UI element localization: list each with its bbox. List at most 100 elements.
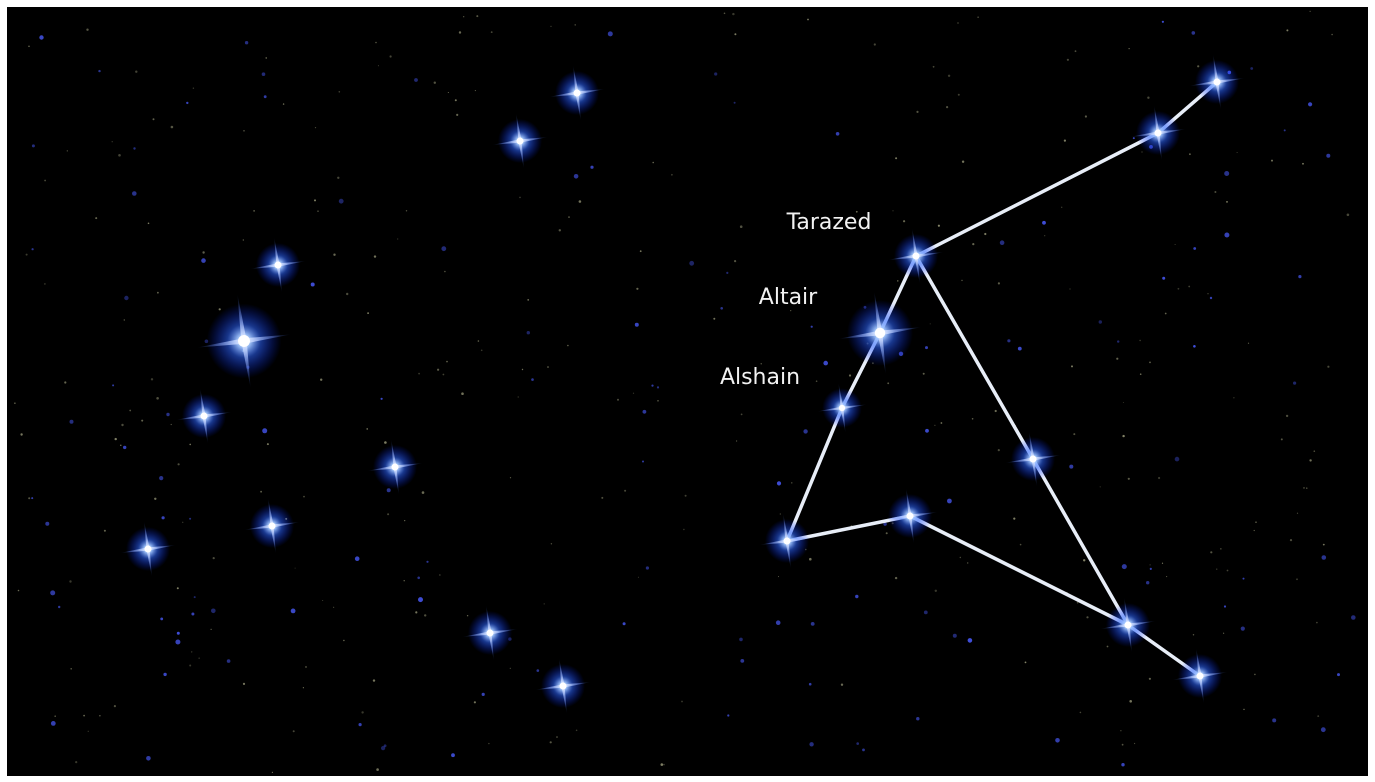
background-star	[855, 595, 858, 598]
background-star	[887, 382, 889, 384]
background-star	[1085, 115, 1087, 117]
background-star	[1255, 522, 1256, 523]
background-star	[1286, 415, 1288, 417]
background-star	[1139, 340, 1140, 341]
background-star	[1310, 11, 1311, 12]
background-star	[1284, 129, 1286, 131]
background-star	[1122, 435, 1124, 437]
background-star	[211, 629, 212, 630]
background-star	[1224, 171, 1229, 176]
background-star	[95, 217, 97, 219]
background-star	[159, 476, 163, 480]
background-star	[1233, 397, 1234, 398]
background-star	[1271, 160, 1273, 162]
background-star	[1243, 709, 1244, 710]
background-star	[245, 41, 248, 44]
background-star	[1069, 465, 1073, 469]
background-star	[475, 90, 476, 91]
background-star	[948, 75, 950, 77]
background-star	[683, 529, 684, 530]
background-star	[191, 613, 194, 616]
background-star	[567, 345, 569, 347]
background-star	[924, 611, 928, 615]
background-star	[461, 392, 464, 395]
background-star	[182, 522, 183, 523]
background-star	[652, 162, 654, 164]
background-star	[28, 46, 30, 48]
background-star	[1296, 578, 1298, 580]
background-star	[120, 445, 121, 446]
background-star	[315, 127, 316, 128]
background-star	[823, 361, 828, 366]
background-star	[995, 410, 997, 412]
background-star	[491, 31, 493, 33]
background-star	[366, 428, 368, 430]
background-star	[1122, 744, 1124, 746]
background-star	[903, 220, 905, 222]
background-star	[657, 400, 659, 402]
background-star	[1193, 247, 1196, 250]
background-star	[816, 380, 818, 382]
background-star	[1351, 615, 1356, 620]
background-star	[1224, 605, 1226, 607]
background-star	[194, 596, 196, 598]
background-star	[1134, 743, 1135, 744]
background-star	[191, 651, 192, 652]
background-star	[1080, 712, 1082, 714]
background-star	[426, 561, 428, 563]
background-star	[64, 381, 66, 383]
background-star	[544, 603, 545, 604]
background-star	[1192, 31, 1196, 35]
background-star	[44, 283, 46, 285]
background-star	[657, 386, 659, 388]
background-star	[663, 764, 665, 766]
background-star	[778, 576, 779, 577]
background-star	[333, 254, 335, 256]
background-star	[160, 618, 163, 621]
background-star	[953, 634, 957, 638]
background-star	[189, 665, 191, 667]
background-star	[99, 715, 100, 716]
background-star	[741, 414, 743, 416]
background-star	[455, 99, 457, 101]
background-star	[522, 369, 523, 370]
background-star	[86, 29, 88, 31]
background-star	[448, 92, 449, 93]
background-star	[1327, 366, 1329, 368]
background-star	[1122, 564, 1127, 569]
background-star	[264, 95, 267, 98]
background-star	[856, 742, 859, 745]
background-star	[1007, 339, 1010, 342]
background-star	[1162, 563, 1163, 564]
background-star	[482, 693, 485, 696]
background-star	[661, 763, 664, 766]
background-star	[998, 449, 1000, 451]
background-star	[163, 673, 166, 676]
background-star	[1099, 320, 1102, 323]
background-star	[1309, 459, 1311, 461]
background-star	[1117, 340, 1119, 342]
background-star	[20, 433, 22, 435]
background-star	[359, 723, 362, 726]
background-star	[69, 580, 71, 582]
background-star	[633, 393, 634, 394]
background-star	[809, 742, 813, 746]
background-star	[124, 319, 125, 320]
background-star	[1116, 358, 1118, 360]
background-star	[189, 444, 191, 446]
background-star	[50, 590, 55, 595]
background-star	[590, 166, 593, 169]
background-star	[378, 65, 379, 66]
background-star	[283, 103, 284, 104]
background-star	[1337, 673, 1340, 676]
background-star	[1281, 438, 1283, 440]
background-star	[157, 292, 159, 294]
background-star	[550, 26, 551, 27]
background-star	[734, 260, 736, 262]
background-star	[740, 225, 743, 228]
background-star	[1303, 487, 1305, 489]
background-star	[199, 658, 200, 659]
background-star	[446, 361, 448, 363]
background-star	[339, 199, 344, 204]
background-star	[104, 530, 106, 532]
